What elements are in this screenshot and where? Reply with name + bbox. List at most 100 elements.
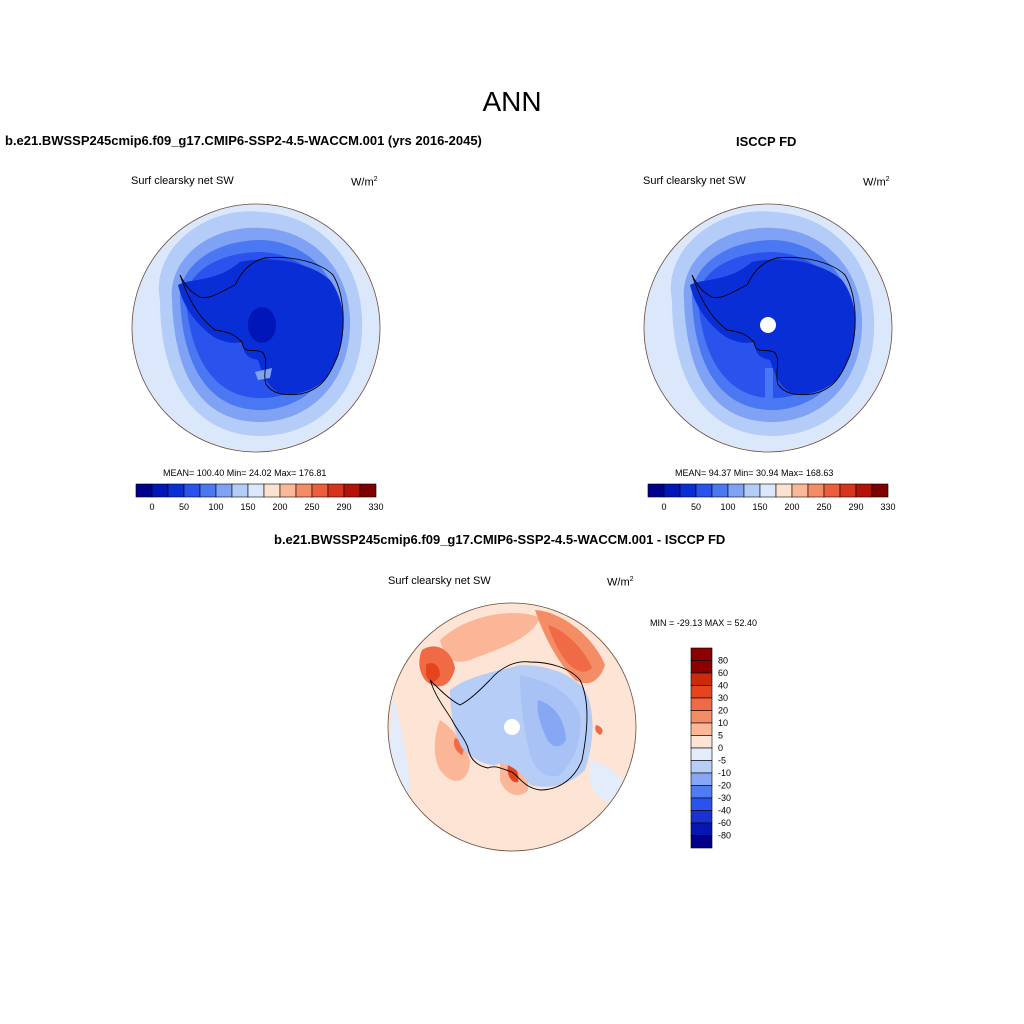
- diff-colorbar-tick-label: -60: [718, 818, 731, 828]
- diff-colorbar-tick-label: -80: [718, 831, 731, 841]
- diff-colorbar-tick-label: -30: [718, 793, 731, 803]
- diff-colorbar-box: [690, 660, 713, 674]
- diff-colorbar-box: [690, 710, 713, 724]
- model-colorbar: 0 50 100 150 200 250 290 330: [135, 483, 384, 512]
- diff-colorbar-tick-label: -20: [718, 781, 731, 791]
- obs-colorbar-box: [647, 483, 665, 498]
- diff-colorbar-tick-label: -10: [718, 768, 731, 778]
- diff-colorbar-box: [690, 735, 713, 749]
- obs-colorbar-tick-label: 200: [784, 502, 799, 512]
- model-stats: MEAN= 100.40 Min= 24.02 Max= 176.81: [163, 468, 327, 478]
- obs-colorbar-box: [727, 483, 745, 498]
- diff-colorbar-box: [690, 797, 713, 811]
- obs-units-label: W/m2: [863, 176, 890, 189]
- diff-colorbar-box: [690, 672, 713, 686]
- obs-variable-label: Surf clearsky net SW: [643, 175, 746, 187]
- model-colorbar-tick-label: 330: [368, 502, 383, 512]
- diff-colorbar-box: [690, 685, 713, 699]
- model-colorbar-box: [167, 483, 185, 498]
- model-colorbar-box: [263, 483, 281, 498]
- diff-colorbar-tick-label: 80: [718, 656, 728, 666]
- diff-colorbar: 80 60 40 30 20 10 5 0 -5 -10 -20 -30 -40 -60 -80: [690, 647, 731, 849]
- obs-colorbar-box: [791, 483, 809, 498]
- model-colorbar-tick-label: 0: [149, 502, 154, 512]
- diff-colorbar-box: [690, 772, 713, 786]
- obs-colorbar-box: [743, 483, 761, 498]
- model-colorbar-box: [199, 483, 217, 498]
- diff-colorbar-box: [690, 747, 713, 761]
- diff-colorbar-box: [690, 722, 713, 736]
- diff-colorbar-tick-label: 20: [718, 706, 728, 716]
- diff-map-border: [387, 602, 637, 852]
- diff-missing-pole: [504, 719, 520, 735]
- diff-colorbar-tick-label: 30: [718, 693, 728, 703]
- obs-colorbar-box: [759, 483, 777, 498]
- obs-colorbar-box: [775, 483, 793, 498]
- model-colorbar-box: [343, 483, 361, 498]
- obs-colorbar-tick-label: 250: [816, 502, 831, 512]
- obs-missing-pole: [760, 317, 776, 333]
- diff-panel-title: b.e21.BWSSP245cmip6.f09_g17.CMIP6-SSP2-4…: [274, 532, 726, 547]
- obs-colorbar-box: [807, 483, 825, 498]
- obs-map-border: [643, 203, 893, 453]
- figure-title: ANN: [482, 86, 542, 117]
- model-colorbar-tick-label: 200: [272, 502, 287, 512]
- model-coastline: [179, 256, 344, 396]
- model-colorbar-box: [135, 483, 153, 498]
- obs-colorbar-tick-label: 100: [720, 502, 735, 512]
- diff-colorbar-box: [690, 697, 713, 711]
- diff-colorbar-tick-label: 0: [718, 743, 723, 753]
- obs-colorbar-tick-label: 150: [752, 502, 767, 512]
- obs-colorbar: 0 50 100 150 200 250 290 330: [647, 483, 896, 512]
- obs-colorbar-tick-label: 330: [880, 502, 895, 512]
- obs-colorbar-box: [711, 483, 729, 498]
- model-colorbar-box: [327, 483, 345, 498]
- model-colorbar-box: [311, 483, 329, 498]
- model-colorbar-tick-label: 100: [208, 502, 223, 512]
- obs-colorbar-tick-label: 50: [691, 502, 701, 512]
- model-panel-title: b.e21.BWSSP245cmip6.f09_g17.CMIP6-SSP2-4…: [5, 133, 482, 148]
- model-colorbar-box: [279, 483, 297, 498]
- diff-colorbar-tick-label: -40: [718, 806, 731, 816]
- obs-stats: MEAN= 94.37 Min= 30.94 Max= 168.63: [675, 468, 834, 478]
- diff-colorbar-box: [690, 760, 713, 774]
- diff-colorbar-box: [690, 647, 713, 661]
- diff-units-label: W/m2: [607, 576, 634, 589]
- diff-coastline: [429, 661, 588, 791]
- diff-colorbar-box: [690, 785, 713, 799]
- model-colorbar-box: [231, 483, 249, 498]
- obs-colorbar-box: [679, 483, 697, 498]
- diff-colorbar-tick-label: 5: [718, 731, 723, 741]
- obs-colorbar-box: [855, 483, 873, 498]
- diff-colorbar-tick-label: -5: [718, 756, 726, 766]
- obs-colorbar-tick-label: 290: [848, 502, 863, 512]
- model-colorbar-box: [151, 483, 169, 498]
- model-colorbar-box: [215, 483, 233, 498]
- diff-colorbar-tick-label: 40: [718, 681, 728, 691]
- diff-colorbar-box: [690, 822, 713, 836]
- obs-colorbar-box: [663, 483, 681, 498]
- obs-colorbar-box: [823, 483, 841, 498]
- model-colorbar-tick-label: 250: [304, 502, 319, 512]
- model-colorbar-tick-label: 50: [179, 502, 189, 512]
- model-units-label: W/m2: [351, 176, 378, 189]
- diff-colorbar-box: [690, 810, 713, 824]
- obs-colorbar-box: [839, 483, 857, 498]
- model-colorbar-tick-label: 290: [336, 502, 351, 512]
- model-variable-label: Surf clearsky net SW: [131, 175, 234, 187]
- obs-colorbar-box: [695, 483, 713, 498]
- model-colorbar-box: [295, 483, 313, 498]
- obs-colorbar-tick-label: 0: [661, 502, 666, 512]
- model-colorbar-tick-label: 150: [240, 502, 255, 512]
- obs-panel-title: ISCCP FD: [736, 134, 797, 149]
- diff-colorbar-tick-label: 60: [718, 668, 728, 678]
- model-map: [132, 204, 380, 452]
- model-map-border: [131, 203, 381, 453]
- diff-colorbar-box: [690, 835, 713, 849]
- model-colorbar-box: [247, 483, 265, 498]
- diff-stats: MIN = -29.13 MAX = 52.40: [650, 618, 758, 628]
- diff-colorbar-tick-label: 10: [718, 718, 728, 728]
- obs-coastline: [691, 256, 856, 396]
- diff-variable-label: Surf clearsky net SW: [388, 575, 491, 587]
